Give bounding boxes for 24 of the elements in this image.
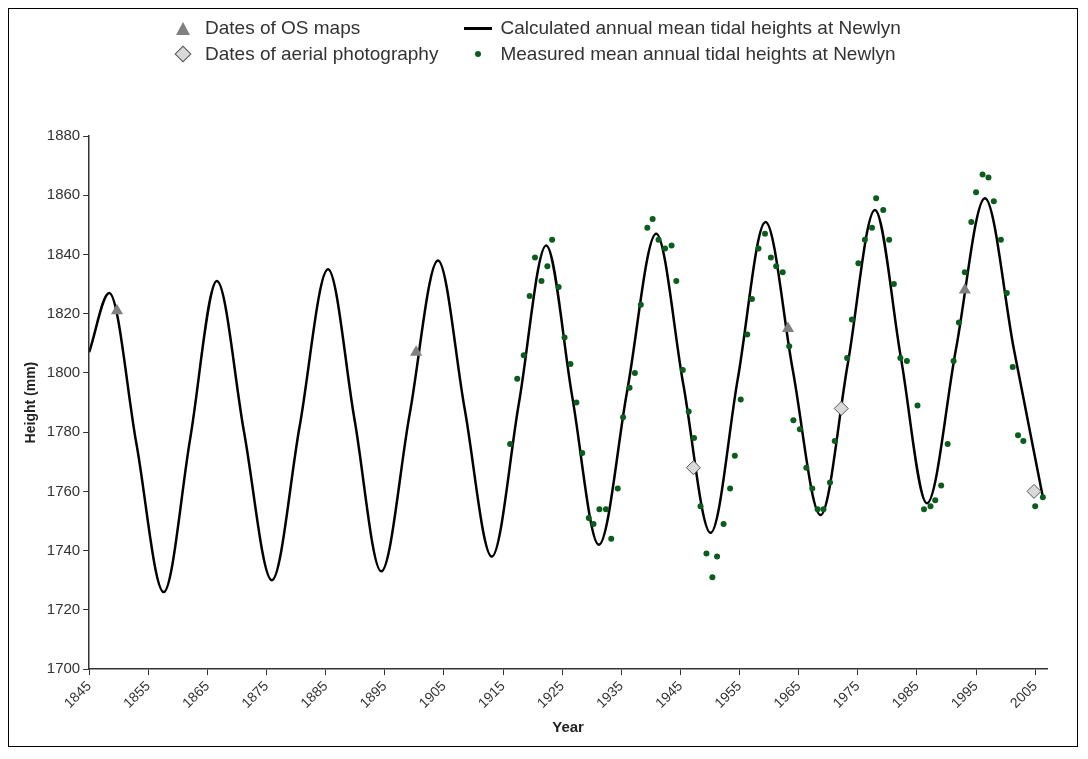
y-tick-label: 1860: [46, 185, 81, 203]
y-tick-label: 1820: [46, 303, 81, 321]
point: [1026, 483, 1042, 499]
legend-label: Dates of OS maps: [205, 17, 361, 39]
y-tick-label: 1700: [46, 659, 81, 677]
x-axis-title: Year: [552, 718, 585, 736]
y-tick-label: 1780: [46, 422, 81, 440]
y-tick-label: 1760: [46, 481, 81, 499]
point: [781, 321, 795, 333]
y-axis-title: Height (mm): [22, 361, 39, 444]
point: [958, 283, 971, 294]
y-tick-label: 1840: [46, 244, 81, 262]
point: [410, 345, 423, 356]
y-tick-label: 1800: [46, 363, 81, 381]
legend-label: Dates of aerial photography: [205, 43, 439, 65]
legend-label: Calculated annual mean tidal heights at Newlyn: [500, 17, 901, 39]
point: [685, 460, 701, 476]
line-series: [89, 196, 1045, 594]
legend-label: Measured mean annual tidal heights at Newlyn: [500, 43, 896, 65]
point: [110, 303, 124, 315]
point: [833, 400, 849, 416]
y-tick-label: 1740: [46, 540, 81, 558]
y-tick-label: 1880: [46, 126, 81, 144]
y-tick-label: 1720: [46, 600, 81, 618]
